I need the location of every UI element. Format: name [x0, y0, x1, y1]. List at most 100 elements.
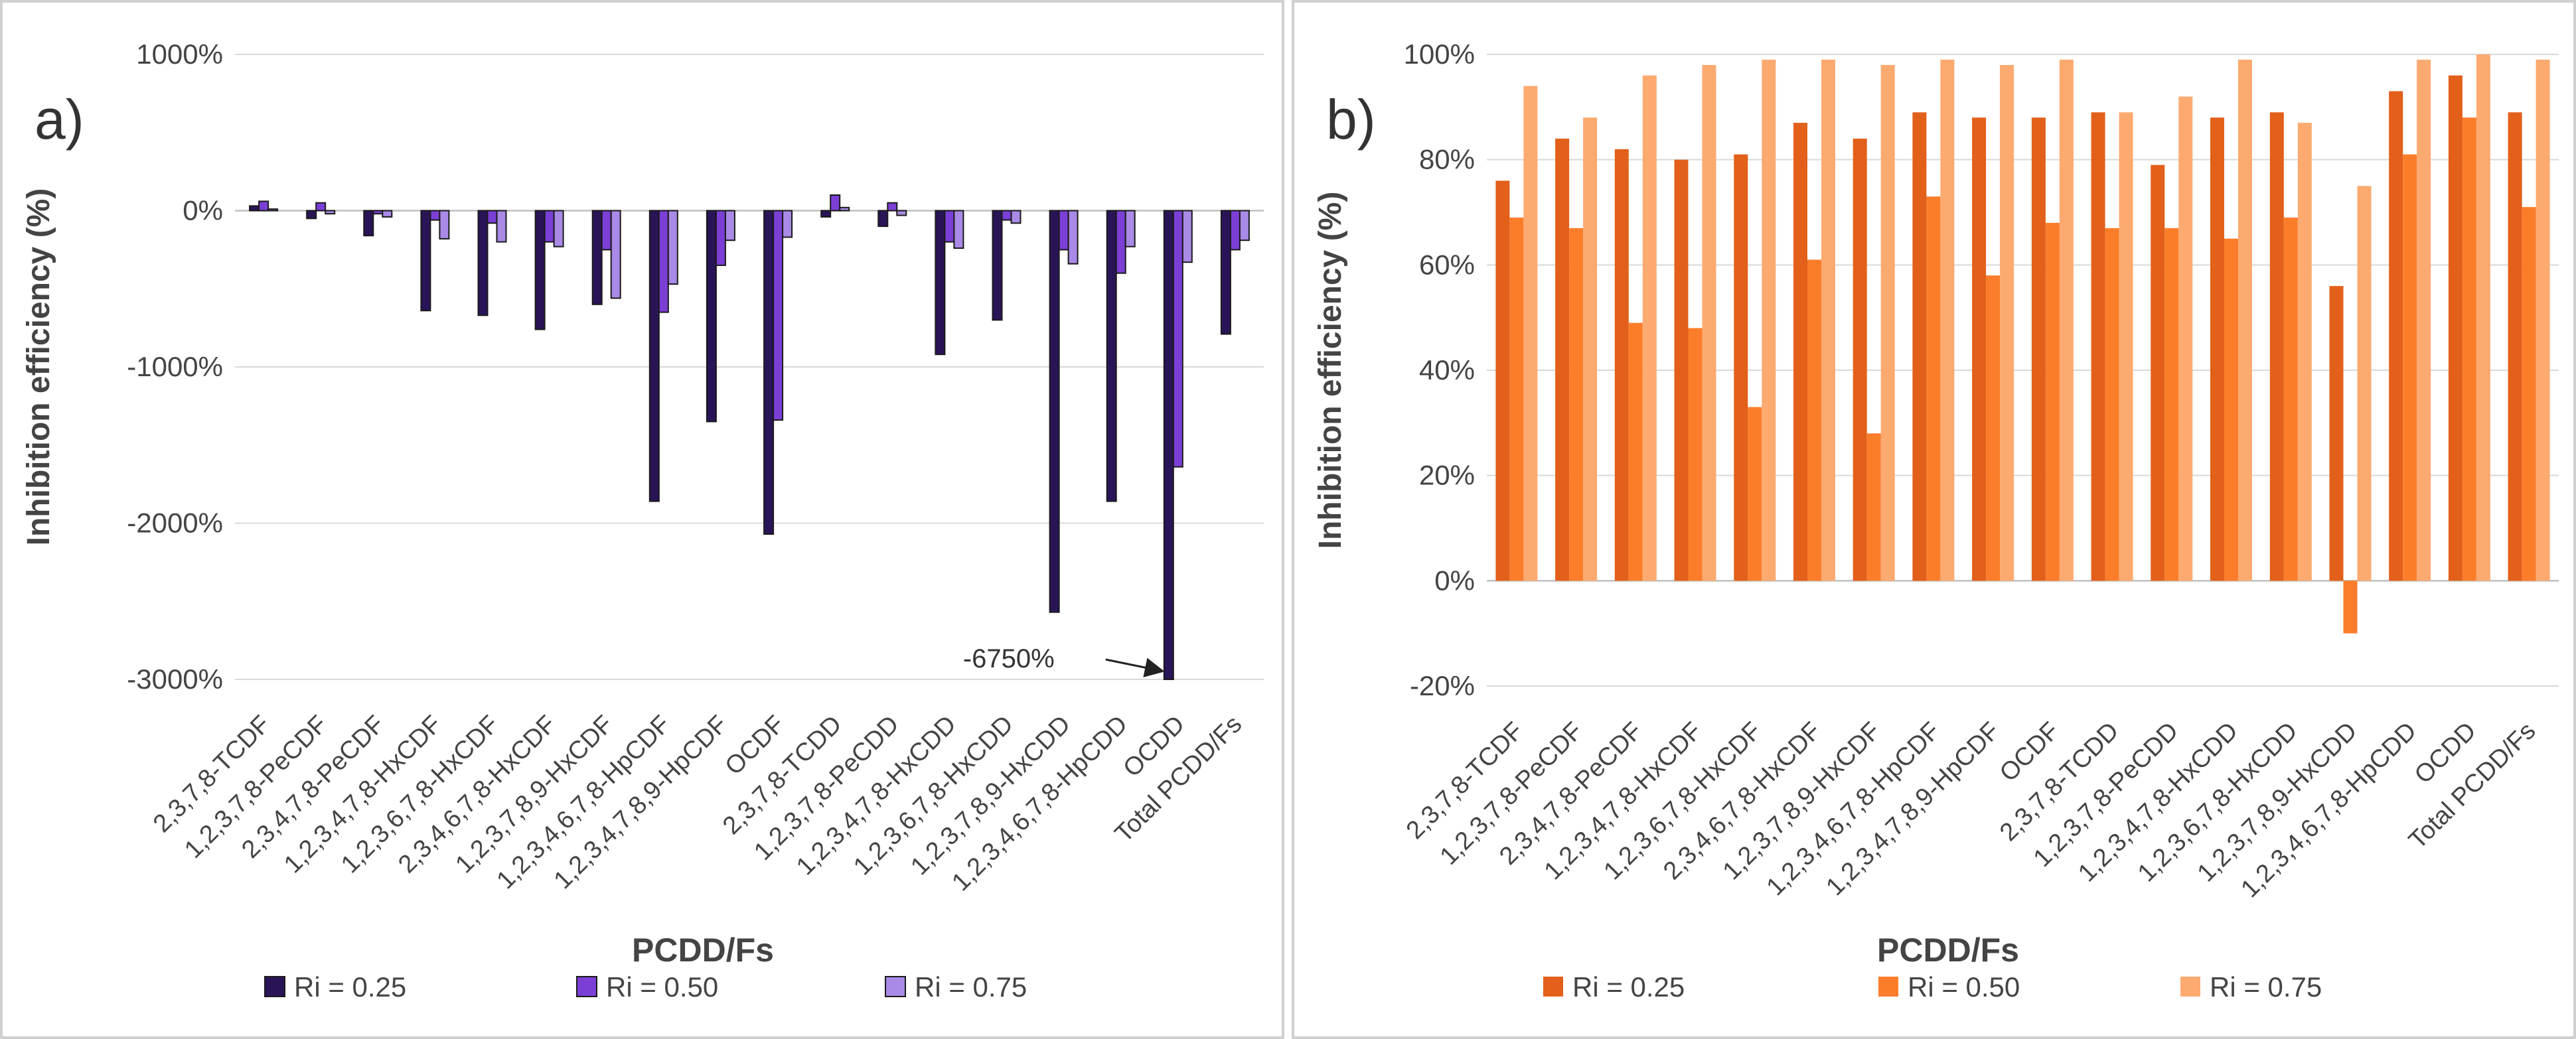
bar-ri-075 [1124, 210, 1136, 247]
bar-ri-025 [477, 210, 489, 316]
bar-ri-025 [1106, 210, 1117, 502]
bar-ri-075 [267, 208, 279, 212]
bar-ri-050 [2462, 117, 2476, 581]
bar-ri-050 [601, 210, 612, 251]
bar-ri-075 [553, 210, 564, 247]
bar-ri-025 [648, 210, 660, 502]
chart-panel-a: 1000% 0% -1000% -2000% -3000% 2,3,7,8-TCDF 1,2… [0, 0, 1284, 1039]
bar-ri-050 [887, 202, 898, 212]
legend-swatch [1878, 977, 1898, 997]
bar-ri-050 [1001, 210, 1012, 221]
bar-ri-050 [773, 210, 784, 421]
bar-ri-025 [1912, 112, 1927, 581]
bar-ri-050 [315, 202, 327, 212]
bar-ri-050 [2224, 238, 2238, 581]
bar-ri-050 [2105, 228, 2119, 581]
bar-ri-050 [1115, 210, 1126, 274]
y-tick-label: 80% [1419, 144, 1475, 175]
bar-ri-075 [1821, 59, 1835, 581]
bar-ri-050 [1628, 322, 1643, 581]
chart-panel-b: 100% 80% 60% 40% 20% 0% -20% 2,3,7,8-TCDF 1,2,3,… [1292, 0, 2576, 1039]
bar-ri-050 [1986, 275, 2001, 581]
bar-ri-050 [2283, 217, 2298, 581]
bar-ri-050 [1569, 228, 1584, 581]
bar-ri-050 [2164, 228, 2179, 581]
y-axis-title: Inhibition efficiency (%) [21, 188, 56, 546]
chart-a-svg: 1000%0%-1000%-2000%-3000%2,3,7,8-TCDF1,2… [21, 38, 1264, 1003]
bar-ri-050 [830, 194, 841, 212]
bar-ri-025 [420, 210, 431, 312]
bar-ri-025 [1220, 210, 1231, 335]
bar-ri-050 [372, 210, 384, 215]
bar-ri-050 [1748, 407, 1762, 581]
bar-ri-050 [1058, 210, 1069, 251]
bar-ri-075 [2178, 96, 2193, 581]
bar-ri-025 [2031, 117, 2046, 581]
bar-ri-050 [2522, 207, 2536, 581]
legend-swatch [2180, 977, 2200, 997]
legend-swatch [885, 976, 906, 997]
bar-ri-025 [2329, 286, 2344, 581]
bar-ri-075 [496, 210, 507, 243]
legend-swatch [264, 976, 285, 997]
bar-ri-025 [591, 210, 603, 305]
bar-ri-025 [935, 210, 946, 356]
bar-ri-050 [258, 200, 269, 212]
bar-ri-025 [2210, 117, 2224, 581]
legend-label: Ri = 0.50 [1908, 971, 2020, 1003]
legend-label: Ri = 0.50 [606, 971, 718, 1003]
bar-ri-075 [610, 210, 621, 299]
x-axis-title: PCDD/Fs [632, 932, 774, 969]
bar-ri-025 [1495, 180, 1510, 581]
y-tick-label: 0% [183, 195, 223, 226]
bar-ri-025 [2389, 91, 2403, 581]
bar-ri-050 [1688, 328, 1703, 581]
bar-ri-025 [306, 210, 317, 220]
y-axis-title: Inhibition efficiency (%) [1313, 192, 1348, 549]
panel-label: b) [1326, 88, 1376, 151]
bar-ri-075 [896, 210, 907, 216]
panel-label: a) [35, 88, 84, 151]
x-axis-title: PCDD/Fs [1877, 932, 2019, 969]
bar-ri-050 [1866, 433, 1881, 581]
y-tick-label: 20% [1419, 460, 1475, 491]
bar-ri-025 [534, 210, 546, 330]
y-tick-label: 0% [1434, 565, 1475, 596]
bar-ri-075 [839, 206, 850, 212]
bar-ri-025 [1853, 138, 1867, 581]
bar-ri-075 [382, 210, 393, 218]
bar-ri-075 [2119, 112, 2133, 581]
bar-ri-075 [1583, 117, 1598, 581]
bar-ri-025 [363, 210, 374, 237]
bar-ri-075 [1940, 59, 1955, 581]
bar-ri-025 [1163, 210, 1174, 680]
y-tick-label: -20% [1410, 670, 1475, 701]
chart-b-svg: 100%80%60%40%20%0%-20%2,3,7,8-TCDF1,2,3,… [1313, 38, 2559, 1003]
legend-label: Ri = 0.25 [1572, 971, 1685, 1003]
bar-ri-075 [2357, 186, 2372, 581]
bar-ri-075 [2536, 59, 2550, 581]
bar-ri-075 [1239, 210, 1250, 242]
bar-ri-075 [2476, 54, 2490, 581]
bar-ri-025 [1555, 138, 1570, 581]
bar-ri-050 [944, 210, 955, 243]
bar-ri-050 [2403, 154, 2417, 581]
bar-ri-075 [1762, 59, 1776, 581]
bar-ri-025 [1793, 123, 1807, 581]
bar-ri-025 [992, 210, 1003, 321]
bar-ri-025 [2091, 112, 2105, 581]
bar-ri-075 [1523, 86, 1538, 581]
bar-ri-075 [1010, 210, 1022, 224]
bar-ri-075 [1880, 64, 1895, 581]
bar-ri-075 [2238, 59, 2252, 581]
bar-ri-050 [1172, 210, 1183, 468]
bar-ri-075 [724, 210, 735, 242]
bar-ri-050 [715, 210, 726, 266]
y-tick-label: 1000% [136, 38, 223, 70]
bar-ri-075 [782, 210, 793, 238]
bar-ri-025 [1674, 159, 1689, 581]
bar-ri-025 [1972, 117, 1987, 581]
bar-ri-025 [706, 210, 717, 423]
bar-ri-075 [1067, 210, 1079, 265]
bar-ri-050 [1807, 259, 1821, 581]
